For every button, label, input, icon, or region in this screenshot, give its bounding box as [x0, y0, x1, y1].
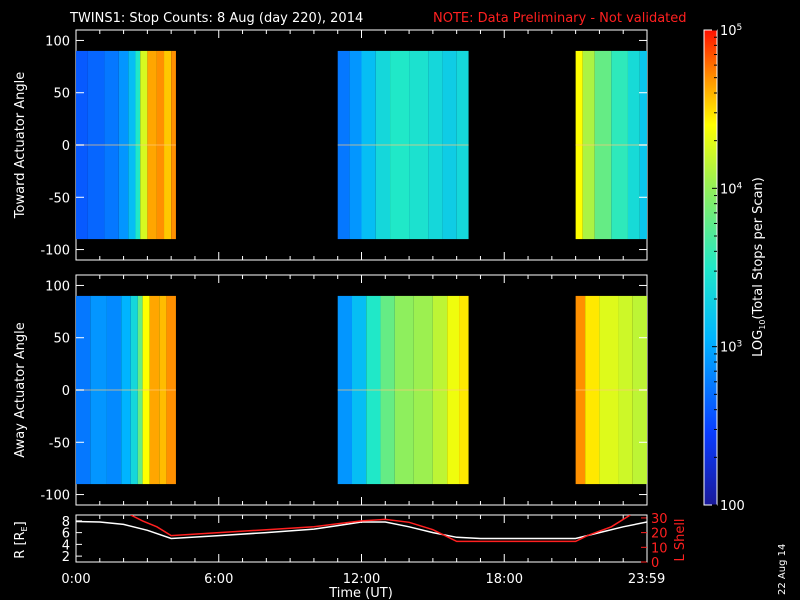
- heatmap-cell: [149, 295, 160, 485]
- heatmap-cell: [361, 50, 376, 240]
- away-actuator-panel: 100 50 0 -50 -100 Away Actuator Angle: [13, 274, 648, 506]
- heatmap-cell: [147, 50, 157, 240]
- heatmap-cell: [594, 50, 612, 240]
- heatmap-cell: [380, 295, 395, 485]
- heatmap-cell: [164, 50, 172, 240]
- heatmap-cell: [337, 295, 352, 485]
- y-tick-label: 100: [45, 279, 70, 294]
- heatmap-cell: [156, 50, 165, 240]
- left-y-tick-label: 2: [62, 550, 70, 565]
- heatmap-cell: [135, 50, 141, 240]
- right-y-tick-label: 20: [651, 527, 668, 542]
- panel3-ylabel-right: L Shell: [673, 518, 688, 561]
- left-y-tick-label: 6: [62, 527, 70, 542]
- y-tick-label: -50: [49, 436, 70, 451]
- colorbar-tick-label: 105: [720, 23, 742, 39]
- heatmap-cell: [159, 295, 167, 485]
- heatmap-cell: [575, 295, 586, 485]
- x-tick-label: 18:00: [486, 572, 523, 587]
- heatmap-cell: [366, 295, 381, 485]
- heatmap-cell: [618, 295, 633, 485]
- right-y-tick-label: 10: [651, 541, 668, 556]
- heatmap-cell: [432, 295, 448, 485]
- y-tick-label: 50: [53, 87, 70, 102]
- colorbar-tick-label: 103: [720, 340, 742, 356]
- colorbar-tick-label: 104: [720, 181, 743, 197]
- y-tick-label: 100: [45, 34, 70, 49]
- right-y-tick-label: 30: [651, 512, 668, 527]
- heatmap-cell: [351, 295, 367, 485]
- heatmap-cell: [390, 50, 410, 240]
- heatmap-cell: [459, 295, 469, 485]
- heatmap-cell: [121, 295, 131, 485]
- preliminary-note: NOTE: Data Preliminary - Not validated: [433, 11, 687, 26]
- heatmap-cell: [456, 50, 469, 240]
- date-stamp: 22 Aug 14: [777, 544, 788, 595]
- heatmap-cell: [442, 50, 457, 240]
- heatmap-cell: [409, 50, 429, 240]
- x-tick-label: 6:00: [204, 572, 233, 587]
- heatmap-cell: [171, 50, 176, 240]
- heatmap-cell: [128, 50, 136, 240]
- panel3-ylabel-left: R [RE]: [13, 521, 29, 558]
- panel1-ylabel: Toward Actuator Angle: [13, 72, 28, 219]
- heatmap-cell: [90, 295, 107, 485]
- heatmap-cell: [142, 295, 150, 485]
- heatmap-cell: [104, 50, 119, 240]
- left-y-tick-label: 8: [62, 515, 70, 530]
- y-tick-label: -100: [40, 244, 70, 259]
- heatmap-cell: [582, 50, 595, 240]
- heatmap-cell: [87, 50, 105, 240]
- colorbar: 105 104 103 100 LOG10(Total Stops per Scan): [703, 23, 767, 514]
- heatmap-cell: [394, 295, 414, 485]
- heatmap-cell: [137, 295, 143, 485]
- y-tick-label: -100: [40, 489, 70, 504]
- toward-actuator-panel: 100 50 0 -50 -100 Toward Actuator Angle: [13, 29, 648, 261]
- r-distance-line: [76, 520, 647, 540]
- heatmap-cell: [118, 50, 129, 240]
- x-tick-label: 23:59: [628, 572, 665, 587]
- heatmap-cell: [349, 50, 362, 240]
- heatmap-cell: [611, 50, 628, 240]
- heatmap-cell: [166, 295, 176, 485]
- panel2-ylabel: Away Actuator Angle: [13, 322, 28, 457]
- x-axis-title: Time (UT): [328, 586, 393, 600]
- y-tick-label: 0: [62, 139, 70, 154]
- heatmap-cell: [575, 50, 583, 240]
- heatmap-cell: [375, 50, 391, 240]
- l-shell-line: [130, 515, 631, 543]
- heatmap-cell: [627, 50, 640, 240]
- right-y-tick-label: 0: [651, 556, 659, 571]
- heatmap-cell: [428, 50, 443, 240]
- heatmap-cell: [337, 50, 350, 240]
- heatmap-cell: [106, 295, 122, 485]
- x-tick-label: 12:00: [343, 572, 380, 587]
- heatmap-cell: [599, 295, 619, 485]
- colorbar-label: LOG10(Total Stops per Scan): [751, 177, 767, 357]
- chart-title: TWINS1: Stop Counts: 8 Aug (day 220), 20…: [69, 11, 363, 26]
- x-tick-label: 0:00: [61, 572, 90, 587]
- colorbar-tick-label: 100: [720, 499, 745, 514]
- y-tick-label: 50: [53, 332, 70, 347]
- heatmap-cell: [413, 295, 433, 485]
- heatmap-cell: [140, 50, 148, 240]
- y-tick-label: -50: [49, 191, 70, 206]
- heatmap-cell: [585, 295, 600, 485]
- heatmap-cell: [130, 295, 138, 485]
- colorbar-gradient: [703, 29, 718, 506]
- heatmap-cell: [447, 295, 460, 485]
- y-tick-label: 0: [62, 384, 70, 399]
- left-y-tick-label: 4: [62, 538, 70, 553]
